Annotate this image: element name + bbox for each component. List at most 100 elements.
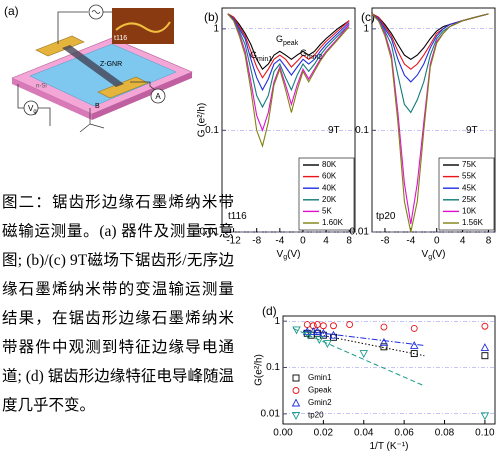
x-axis-label-rest: (V): [432, 249, 445, 260]
panel-label: (d): [262, 304, 277, 318]
x-tick-label: -12: [226, 236, 241, 247]
x-tick-label: 0.00: [273, 428, 293, 439]
marker-square: [292, 374, 300, 382]
marker-triangle: [291, 398, 301, 407]
legend-label: 1.56K: [462, 218, 484, 227]
series-line: [227, 13, 350, 79]
marker-triangle: [329, 330, 338, 339]
series-line: [371, 13, 489, 83]
meter-label: A: [155, 92, 161, 101]
annotation: 9T: [328, 125, 340, 136]
fit-line: [303, 330, 425, 346]
y-tick-label: 0.1: [266, 362, 280, 373]
annotation-main: 9T: [328, 125, 340, 136]
x-tick-label: 4: [460, 236, 466, 247]
wire: [17, 84, 24, 109]
legend-label: tp20: [308, 411, 324, 420]
electrode: [35, 35, 85, 57]
x-tick-label: -4: [406, 236, 415, 247]
annotation: Gmin1: [250, 50, 272, 62]
legend-label: Gmin2: [308, 398, 332, 407]
y-tick-label: 0.01: [200, 227, 220, 238]
substrate-label: n-Si: [36, 84, 47, 90]
annotation: Gpeak: [276, 34, 299, 46]
marker-triangle-down: [315, 336, 324, 345]
legend-label: Gpeak: [308, 386, 333, 395]
x-tick-label: 0.08: [435, 428, 455, 439]
axis-x: [89, 123, 105, 129]
marker-circle: [410, 324, 418, 332]
field-label: B: [95, 103, 100, 110]
marker-triangle-down: [323, 340, 332, 348]
x-tick-label: -8: [252, 236, 261, 247]
wire: [57, 11, 88, 44]
marker-square: [481, 352, 489, 360]
y-tick-label: 1: [363, 23, 369, 34]
y-axis-label: G(e²/h): [254, 354, 265, 386]
x-tick-label: 0: [434, 236, 440, 247]
y-tick-label: 0.01: [350, 227, 370, 238]
panel-label: (b): [204, 10, 219, 24]
gate-label: Vg: [28, 104, 37, 114]
marker-triangle-down: [359, 350, 369, 359]
legend-box: [438, 157, 495, 231]
device-schematic: (a) t116 Z-GNR n-Si Vg A B: [4, 4, 193, 133]
legend-label: 25K: [462, 195, 477, 204]
legend-label: 80K: [322, 160, 337, 169]
marker-circle: [319, 322, 327, 330]
marker-triangle: [480, 343, 490, 352]
series-line: [227, 13, 350, 148]
ammeter: [150, 88, 166, 104]
x-tick-label: 0.02: [314, 428, 334, 439]
legend-label: 60K: [322, 172, 337, 181]
marker-triangle-down: [291, 412, 301, 420]
inset-label: t116: [114, 35, 127, 42]
substrate-side: [12, 78, 92, 120]
legend-label: 20K: [322, 195, 337, 204]
y-tick-label: 0.1: [355, 125, 369, 136]
marker-circle: [346, 321, 354, 328]
x-axis-label-rest: (V): [287, 249, 300, 260]
x-tick-label: 4: [323, 236, 329, 247]
panel-label: (c): [361, 10, 375, 24]
y-axis-label: G (e²/h): [197, 103, 208, 137]
legend-label: 55K: [462, 172, 477, 181]
nanoribbon: [62, 45, 124, 87]
marker-triangle-down: [303, 331, 313, 340]
legend-label: 75K: [462, 160, 477, 169]
series-line: [227, 13, 350, 109]
legend-box: [298, 157, 355, 231]
x-tick-label: 0: [300, 236, 306, 247]
x-axis-label-sub: g: [428, 254, 432, 261]
caption: 图二：锯齿形边缘石墨烯纳米带磁输运测量。(a) 器件及测量示意图; (b)/(c…: [2, 194, 234, 414]
annotation-main: t116: [228, 211, 247, 222]
axis-y: [79, 123, 91, 133]
annotation-sub: min1: [257, 56, 272, 63]
series-line: [371, 13, 489, 233]
series-line: [227, 13, 350, 71]
legend-label: 1.60K: [322, 218, 344, 227]
wire: [130, 81, 156, 91]
ribbon-label: Z-GNR: [100, 61, 122, 68]
marker-triangle-down: [480, 412, 490, 421]
x-axis-label-main: V: [277, 249, 284, 260]
x-axis-label-main: V: [422, 249, 429, 260]
fit-line: [303, 331, 425, 357]
marker-square: [380, 343, 388, 351]
x-axis-label-main: 1/T (K⁻¹): [370, 441, 409, 452]
marker-triangle: [302, 327, 312, 335]
annotation: 9T: [466, 125, 478, 136]
legend-label: Gmin1: [308, 373, 332, 382]
x-axis-label: Vg(V): [422, 249, 446, 261]
series-line: [227, 13, 350, 133]
y-tick-label: 1: [274, 316, 280, 327]
wire: [38, 107, 51, 126]
annotation-main: G: [276, 34, 283, 44]
annotation-main: tp20: [376, 211, 396, 222]
gate-main: V: [28, 104, 34, 113]
marker-triangle: [309, 327, 318, 335]
panel-label: (a): [4, 4, 19, 18]
substrate-side: [92, 72, 192, 120]
